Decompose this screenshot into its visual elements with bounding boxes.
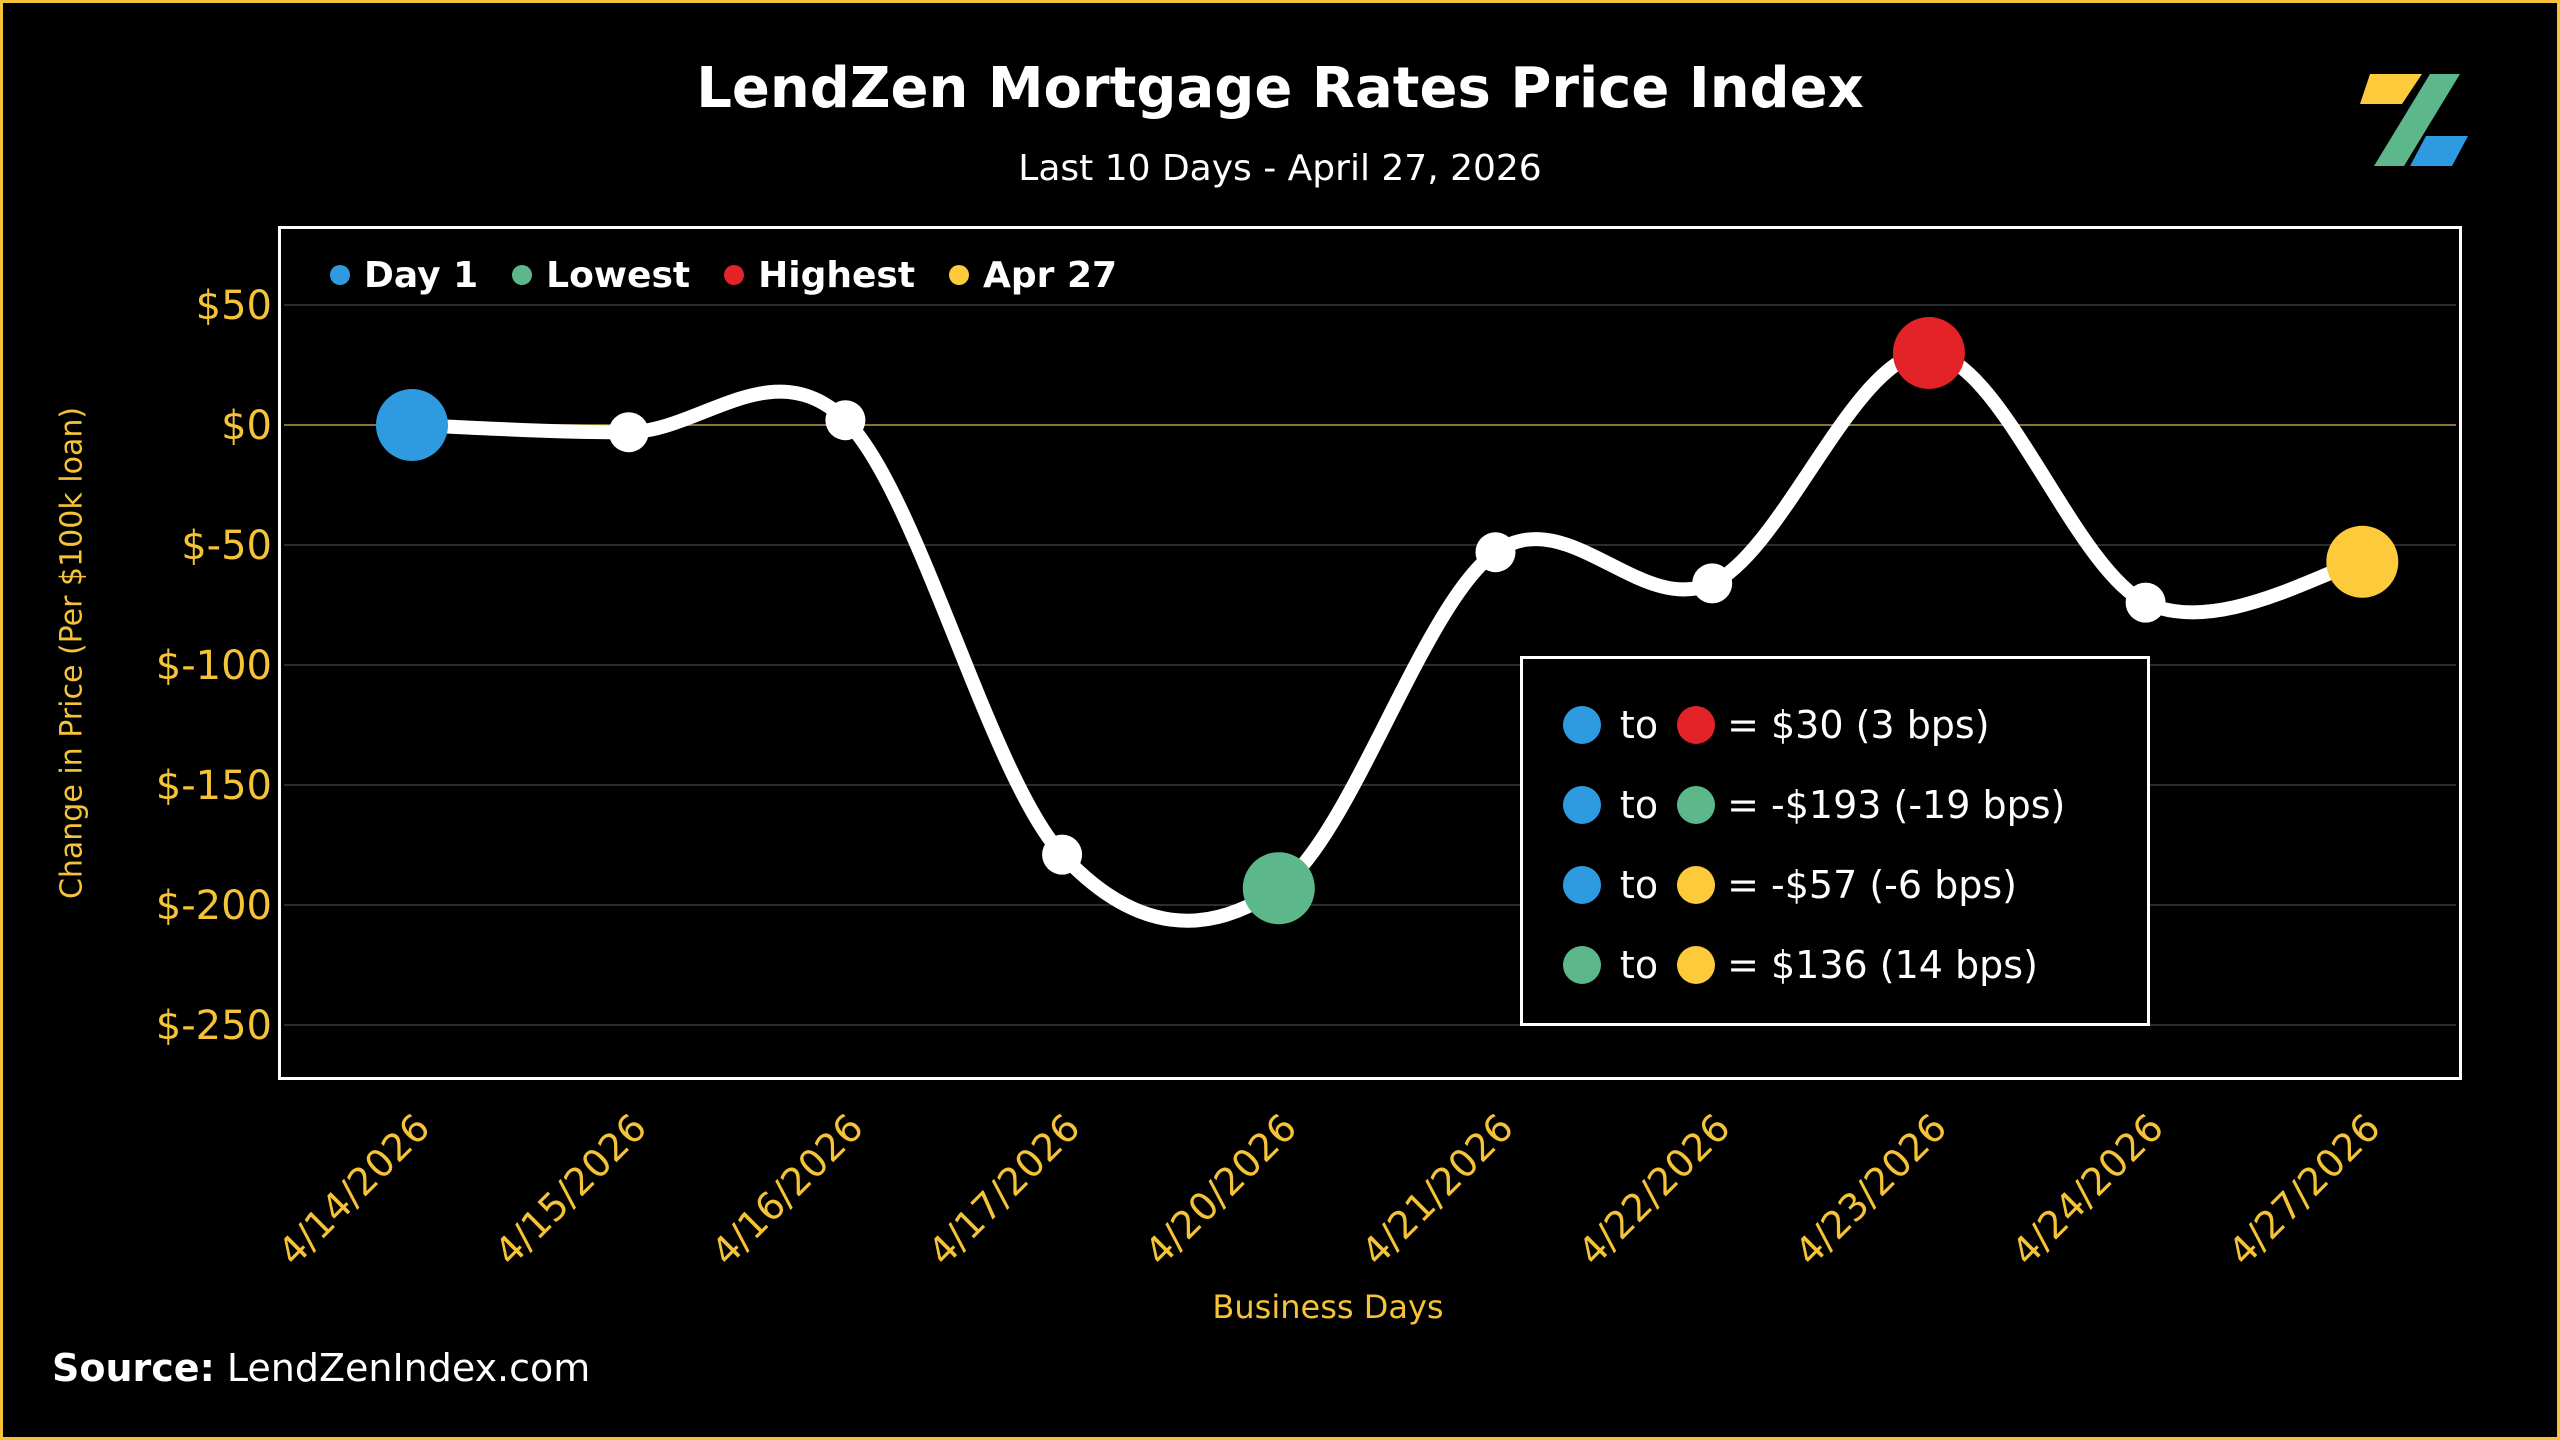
x-axis-label: Business Days (1212, 1288, 1444, 1326)
x-tick-label: 4/22/2026 (1570, 1105, 1739, 1274)
legend-item-day1: Day 1 (330, 255, 478, 296)
x-tick-label: 4/27/2026 (2220, 1105, 2389, 1274)
chart-legend: Day 1 Lowest Highest Apr 27 (330, 250, 1151, 300)
summary-from-dot (1563, 706, 1601, 744)
summary-value: $30 (3 bps) (1771, 703, 1990, 747)
x-tick-label: 4/17/2026 (920, 1105, 1089, 1274)
x-tick-label: 4/16/2026 (703, 1105, 872, 1274)
y-tick-label: $-150 (156, 763, 272, 809)
x-tick-label: 4/20/2026 (1136, 1105, 1305, 1274)
data-point (825, 400, 866, 441)
x-tick-label: 4/15/2026 (486, 1105, 655, 1274)
summary-value: -$193 (-19 bps) (1771, 783, 2066, 827)
data-point (2125, 582, 2166, 623)
legend-dot-day1 (330, 265, 350, 285)
summary-to-word: to (1619, 703, 1659, 747)
summary-to-word: to (1619, 783, 1659, 827)
data-point-lowest (1242, 852, 1315, 925)
y-tick-label: $-200 (156, 883, 272, 929)
legend-item-latest: Apr 27 (949, 255, 1117, 296)
x-tick-label: 4/23/2026 (1786, 1105, 1955, 1274)
summary-to-dot (1677, 946, 1715, 984)
data-point-day1 (376, 389, 448, 461)
y-tick-label: $50 (196, 283, 272, 329)
summary-to-dot (1677, 786, 1715, 824)
summary-from-dot (1563, 866, 1601, 904)
chart-subtitle: Last 10 Days - April 27, 2026 (1018, 148, 1542, 189)
summary-from-dot (1563, 946, 1601, 984)
x-tick-label: 4/24/2026 (2003, 1105, 2172, 1274)
y-tick-label: $-100 (156, 643, 272, 689)
y-tick-label: $-50 (181, 523, 272, 569)
summary-equals: = (1727, 863, 1759, 907)
summary-value: -$57 (-6 bps) (1771, 863, 2017, 907)
legend-item-highest: Highest (724, 255, 915, 296)
y-axis-label: Change in Price (Per $100k loan) (54, 406, 90, 900)
lendzen-logo-icon (2360, 74, 2468, 166)
chart-title: LendZen Mortgage Rates Price Index (696, 56, 1864, 121)
summary-row: to = $30 (3 bps) (1523, 685, 2147, 765)
source-line: Source: LendZenIndex.com (52, 1346, 590, 1390)
summary-from-dot (1563, 786, 1601, 824)
data-point (1042, 834, 1083, 875)
legend-dot-lowest (512, 265, 533, 285)
x-tick-label: 4/21/2026 (1353, 1105, 1522, 1274)
legend-dot-highest (724, 265, 745, 285)
summary-to-word: to (1619, 943, 1659, 987)
legend-dot-latest (949, 265, 970, 285)
summary-to-word: to (1619, 863, 1659, 907)
x-tick-label: 4/14/2026 (269, 1105, 438, 1274)
legend-label-highest: Highest (758, 254, 916, 296)
y-tick-label: $0 (221, 403, 272, 449)
legend-label-latest: Apr 27 (983, 254, 1118, 296)
data-point (1475, 532, 1516, 573)
plot-area (278, 226, 2462, 1080)
summary-row: to = -$193 (-19 bps) (1523, 765, 2147, 845)
data-point-latest (2326, 525, 2399, 598)
summary-box: to = $30 (3 bps) to = -$193 (-19 bps) to… (1520, 656, 2150, 1026)
data-point (1692, 563, 1733, 604)
legend-label-day1: Day 1 (364, 254, 479, 296)
summary-value: $136 (14 bps) (1771, 943, 2038, 987)
data-point (608, 412, 649, 453)
source-value: LendZenIndex.com (226, 1346, 591, 1390)
data-point-highest (1892, 317, 1965, 389)
y-tick-label: $-250 (156, 1003, 272, 1049)
legend-item-lowest: Lowest (512, 255, 690, 296)
summary-to-dot (1677, 866, 1715, 904)
source-label: Source: (52, 1346, 215, 1390)
summary-row: to = $136 (14 bps) (1523, 925, 2147, 1005)
summary-equals: = (1727, 783, 1759, 827)
summary-row: to = -$57 (-6 bps) (1523, 845, 2147, 925)
summary-equals: = (1727, 703, 1759, 747)
summary-to-dot (1677, 706, 1715, 744)
series-line (405, 345, 2370, 928)
summary-equals: = (1727, 943, 1759, 987)
legend-label-lowest: Lowest (546, 254, 691, 296)
